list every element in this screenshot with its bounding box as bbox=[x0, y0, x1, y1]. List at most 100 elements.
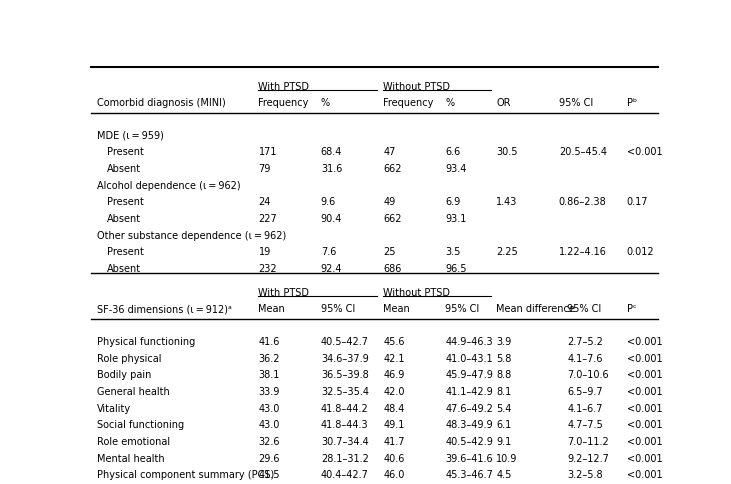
Text: 41.7: 41.7 bbox=[383, 436, 405, 446]
Text: Absent: Absent bbox=[107, 263, 141, 273]
Text: 48.3–49.9: 48.3–49.9 bbox=[445, 420, 493, 429]
Text: Frequency: Frequency bbox=[259, 98, 309, 108]
Text: <0.001: <0.001 bbox=[626, 420, 662, 429]
Text: <0.001: <0.001 bbox=[626, 469, 662, 479]
Text: SF-36 dimensions (ι = 912)ᵃ: SF-36 dimensions (ι = 912)ᵃ bbox=[97, 304, 232, 314]
Text: 662: 662 bbox=[383, 213, 401, 224]
Text: 7.0–10.6: 7.0–10.6 bbox=[567, 370, 609, 379]
Text: 33.9: 33.9 bbox=[259, 386, 280, 396]
Text: 41.8–44.3: 41.8–44.3 bbox=[321, 420, 368, 429]
Text: 5.8: 5.8 bbox=[496, 353, 512, 363]
Text: 93.4: 93.4 bbox=[445, 164, 467, 174]
Text: Role physical: Role physical bbox=[97, 353, 162, 363]
Text: Frequency: Frequency bbox=[383, 98, 433, 108]
Text: With PTSD: With PTSD bbox=[259, 287, 309, 297]
Text: 232: 232 bbox=[259, 263, 277, 273]
Text: 68.4: 68.4 bbox=[321, 147, 342, 157]
Text: <0.001: <0.001 bbox=[626, 436, 662, 446]
Text: 4.1–7.6: 4.1–7.6 bbox=[567, 353, 603, 363]
Text: 46.0: 46.0 bbox=[383, 469, 404, 479]
Text: Social functioning: Social functioning bbox=[97, 420, 184, 429]
Text: 3.2–5.8: 3.2–5.8 bbox=[567, 469, 603, 479]
Text: 40.5–42.9: 40.5–42.9 bbox=[445, 436, 493, 446]
Text: Present: Present bbox=[107, 147, 144, 157]
Text: 3.5: 3.5 bbox=[445, 247, 461, 257]
Text: 9.1: 9.1 bbox=[496, 436, 512, 446]
Text: 93.1: 93.1 bbox=[445, 213, 467, 224]
Text: 92.4: 92.4 bbox=[321, 263, 342, 273]
Text: 48.4: 48.4 bbox=[383, 403, 404, 413]
Text: 49: 49 bbox=[383, 197, 395, 207]
Text: Present: Present bbox=[107, 197, 144, 207]
Text: 227: 227 bbox=[259, 213, 277, 224]
Text: 7.0–11.2: 7.0–11.2 bbox=[567, 436, 609, 446]
Text: 25: 25 bbox=[383, 247, 395, 257]
Text: 45.9–47.9: 45.9–47.9 bbox=[445, 370, 493, 379]
Text: OR: OR bbox=[496, 98, 511, 108]
Text: 45.3–46.7: 45.3–46.7 bbox=[445, 469, 493, 479]
Text: 6.5–9.7: 6.5–9.7 bbox=[567, 386, 603, 396]
Text: 30.5: 30.5 bbox=[496, 147, 518, 157]
Text: 7.6: 7.6 bbox=[321, 247, 336, 257]
Text: %: % bbox=[321, 98, 330, 108]
Text: 95% CI: 95% CI bbox=[445, 304, 480, 314]
Text: 95% CI: 95% CI bbox=[321, 304, 355, 314]
Text: 8.1: 8.1 bbox=[496, 386, 512, 396]
Text: 95% CI: 95% CI bbox=[567, 304, 602, 314]
Text: 40.6: 40.6 bbox=[383, 453, 404, 463]
Text: Present: Present bbox=[107, 247, 144, 257]
Text: %: % bbox=[445, 98, 455, 108]
Text: <0.001: <0.001 bbox=[626, 147, 662, 157]
Text: 30.7–34.4: 30.7–34.4 bbox=[321, 436, 368, 446]
Text: Physical component summary (PCS): Physical component summary (PCS) bbox=[97, 469, 274, 479]
Text: 4.7–7.5: 4.7–7.5 bbox=[567, 420, 603, 429]
Text: Other substance dependence (ι = 962): Other substance dependence (ι = 962) bbox=[97, 230, 287, 240]
Text: 9.6: 9.6 bbox=[321, 197, 336, 207]
Text: <0.001: <0.001 bbox=[626, 453, 662, 463]
Text: 34.6–37.9: 34.6–37.9 bbox=[321, 353, 368, 363]
Text: 41.5: 41.5 bbox=[259, 469, 280, 479]
Text: 19: 19 bbox=[259, 247, 270, 257]
Text: 39.6–41.6: 39.6–41.6 bbox=[445, 453, 493, 463]
Text: 41.1–42.9: 41.1–42.9 bbox=[445, 386, 493, 396]
Text: 96.5: 96.5 bbox=[445, 263, 467, 273]
Text: Vitality: Vitality bbox=[97, 403, 131, 413]
Text: 79: 79 bbox=[259, 164, 271, 174]
Text: 686: 686 bbox=[383, 263, 401, 273]
Text: 49.1: 49.1 bbox=[383, 420, 404, 429]
Text: Absent: Absent bbox=[107, 213, 141, 224]
Text: 47.6–49.2: 47.6–49.2 bbox=[445, 403, 493, 413]
Text: Without PTSD: Without PTSD bbox=[383, 287, 450, 297]
Text: 4.5: 4.5 bbox=[496, 469, 512, 479]
Text: With PTSD: With PTSD bbox=[259, 81, 309, 91]
Text: 24: 24 bbox=[259, 197, 271, 207]
Text: 46.9: 46.9 bbox=[383, 370, 404, 379]
Text: Mean: Mean bbox=[259, 304, 285, 314]
Text: 0.17: 0.17 bbox=[626, 197, 648, 207]
Text: Mean difference: Mean difference bbox=[496, 304, 575, 314]
Text: General health: General health bbox=[97, 386, 170, 396]
Text: MDE (ι = 959): MDE (ι = 959) bbox=[97, 130, 164, 140]
Text: 41.0–43.1: 41.0–43.1 bbox=[445, 353, 493, 363]
Text: 47: 47 bbox=[383, 147, 395, 157]
Text: 0.86–2.38: 0.86–2.38 bbox=[558, 197, 607, 207]
Text: <0.001: <0.001 bbox=[626, 336, 662, 346]
Text: 8.8: 8.8 bbox=[496, 370, 512, 379]
Text: 31.6: 31.6 bbox=[321, 164, 342, 174]
Text: 95% CI: 95% CI bbox=[558, 98, 593, 108]
Text: 2.7–5.2: 2.7–5.2 bbox=[567, 336, 603, 346]
Text: 9.2–12.7: 9.2–12.7 bbox=[567, 453, 609, 463]
Text: 40.5–42.7: 40.5–42.7 bbox=[321, 336, 369, 346]
Text: Mental health: Mental health bbox=[97, 453, 164, 463]
Text: Alcohol dependence (ι = 962): Alcohol dependence (ι = 962) bbox=[97, 180, 240, 190]
Text: Without PTSD: Without PTSD bbox=[383, 81, 450, 91]
Text: 41.8–44.2: 41.8–44.2 bbox=[321, 403, 368, 413]
Text: 41.6: 41.6 bbox=[259, 336, 280, 346]
Text: 1.43: 1.43 bbox=[496, 197, 518, 207]
Text: 32.5–35.4: 32.5–35.4 bbox=[321, 386, 369, 396]
Text: 45.6: 45.6 bbox=[383, 336, 405, 346]
Text: Role emotional: Role emotional bbox=[97, 436, 170, 446]
Text: <0.001: <0.001 bbox=[626, 370, 662, 379]
Text: 36.2: 36.2 bbox=[259, 353, 280, 363]
Text: Bodily pain: Bodily pain bbox=[97, 370, 151, 379]
